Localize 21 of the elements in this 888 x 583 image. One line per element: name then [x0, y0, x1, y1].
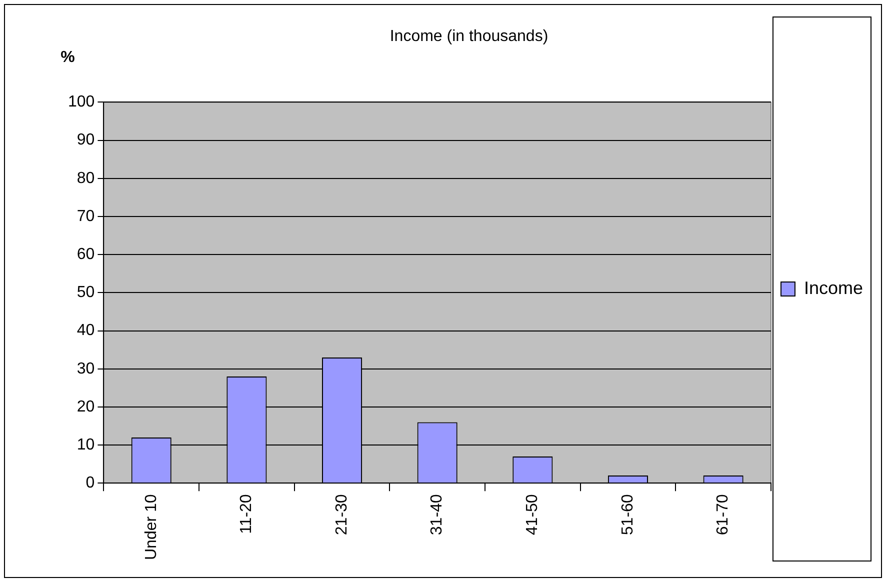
y-axis-title: %	[60, 49, 75, 66]
y-tick-label: 100	[68, 94, 95, 111]
x-tick-label: Under 10	[142, 494, 160, 560]
y-tick-label: 0	[86, 474, 95, 492]
y-tick-label: 60	[76, 246, 95, 263]
y-tick-label: 70	[76, 208, 95, 225]
y-tick-label: 40	[76, 322, 95, 340]
y-tick-label: 50	[76, 284, 95, 302]
x-tick-label: 61-70	[714, 494, 732, 536]
legend-label: Income	[804, 278, 864, 298]
y-tick-label: 90	[76, 132, 95, 149]
x-tick-label: 51-60	[619, 494, 636, 536]
x-tick-label: 11-20	[238, 494, 256, 534]
x-tick-label: 31-40	[428, 494, 446, 536]
y-tick-label: 30	[76, 360, 95, 378]
x-tick-label: 21-30	[333, 494, 350, 536]
x-tick-label: 41-50	[524, 494, 542, 536]
y-tick-label: 80	[76, 170, 95, 187]
chart-title: Income (in thousands)	[390, 28, 548, 46]
y-tick-label: 20	[76, 398, 95, 416]
y-tick-label: 10	[76, 436, 95, 454]
